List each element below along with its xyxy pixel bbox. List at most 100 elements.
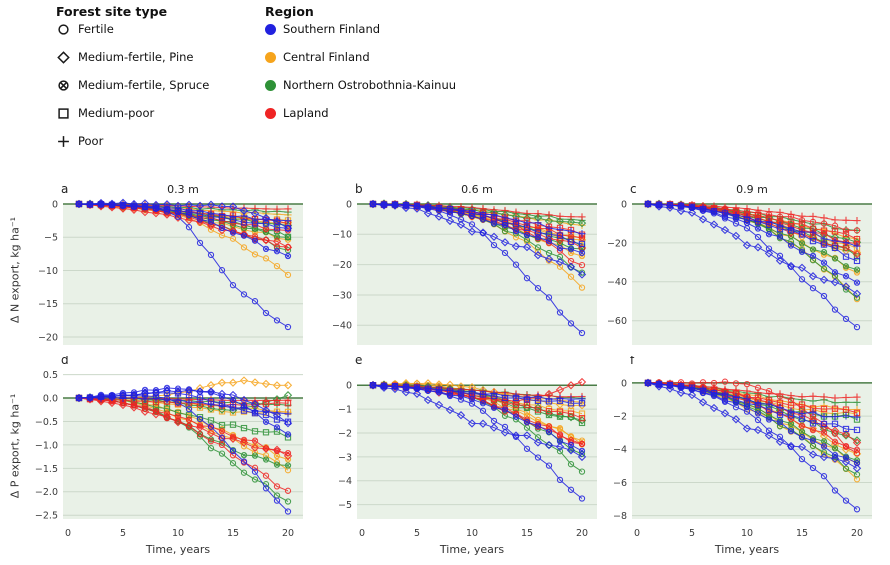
panel-a-ytick: −10 bbox=[38, 266, 58, 277]
panel-e-xtick: 5 bbox=[414, 528, 420, 539]
panel-d-ytick: −1.0 bbox=[35, 440, 58, 451]
legend-site-type-label: Medium-poor bbox=[78, 106, 155, 120]
panel-d-ytick: −1.5 bbox=[35, 464, 58, 475]
panel-c-ytick: −60 bbox=[607, 316, 627, 327]
panel-a-letter: a bbox=[61, 182, 68, 196]
panel-a-title: 0.3 m bbox=[167, 183, 199, 196]
panel-e-ytick: −3 bbox=[338, 452, 352, 463]
series-southern-fertile bbox=[75, 200, 292, 331]
legend-region-label: Northern Ostrobothnia-Kainuu bbox=[283, 78, 457, 92]
panel-e-xtick: 10 bbox=[466, 528, 478, 539]
legend-region-item-central: Central Finland bbox=[265, 49, 370, 65]
fertile-marker-icon bbox=[58, 23, 69, 35]
panel-f-ytick: −8 bbox=[613, 511, 627, 522]
panel-f-ytick: −4 bbox=[613, 445, 627, 456]
legend-site-type-item-m_poor: Medium-poor bbox=[56, 105, 154, 121]
panel-e-letter: e bbox=[355, 356, 362, 367]
panel-b-ytick: −10 bbox=[332, 230, 352, 241]
panel-d-xtick: 5 bbox=[120, 528, 126, 539]
legend-site-type-item-mf_pine: Medium-fertile, Pine bbox=[56, 49, 194, 65]
panel-a-chart: 0 −5 −10 −15 −20 a 0.3 m bbox=[38, 182, 303, 345]
panel-f-ytick: 0 bbox=[621, 378, 627, 389]
panel-d-ytick: −2.0 bbox=[35, 487, 58, 498]
panel-b-chart: 0 −10 −20 −30 −40 b 0.6 m bbox=[332, 182, 597, 345]
panel-d-xtick: 20 bbox=[282, 528, 294, 539]
site-type-legend-title: Forest site type bbox=[56, 4, 168, 19]
panel-e-chart: 0 −1 −2 −3 −4 −5 e 0 5 10 15 20 Time, years bbox=[338, 356, 597, 556]
panel-f-xtick: 5 bbox=[689, 528, 695, 539]
panel-a-ytick: −5 bbox=[44, 233, 58, 244]
panel-e-xtick: 20 bbox=[576, 528, 588, 539]
panel-d-ytick: 0.0 bbox=[43, 393, 58, 404]
panel-c-title: 0.9 m bbox=[736, 183, 768, 196]
legend-site-type-label: Medium-fertile, Pine bbox=[78, 50, 194, 64]
series-southern-mf_pine bbox=[74, 198, 293, 233]
panel-d-xlabel: Time, years bbox=[145, 543, 210, 556]
legend-region-label: Lapland bbox=[283, 106, 329, 120]
panel-f-xtick: 10 bbox=[741, 528, 753, 539]
panel-f-xtick: 0 bbox=[634, 528, 640, 539]
panel-c-ytick: −40 bbox=[607, 277, 627, 288]
southern-color-dot-icon bbox=[265, 23, 276, 35]
panel-e-ytick: −1 bbox=[338, 404, 352, 415]
mf_pine-marker-icon bbox=[57, 50, 70, 64]
region-legend-title: Region bbox=[265, 4, 314, 19]
panel-c-letter: c bbox=[630, 182, 637, 196]
legend-region-item-southern: Southern Finland bbox=[265, 21, 380, 37]
panel-d-letter: d bbox=[61, 356, 69, 367]
panel-e-ytick: −5 bbox=[338, 500, 352, 511]
northern-color-dot-icon bbox=[265, 79, 276, 91]
panel-b-ytick: 0 bbox=[346, 199, 352, 210]
legend-site-type-label: Poor bbox=[78, 134, 104, 148]
series-southern-fertile bbox=[644, 379, 861, 513]
legend-region-label: Central Finland bbox=[283, 50, 370, 64]
panel-b-ytick: −40 bbox=[332, 321, 352, 332]
panel-f-xtick: 15 bbox=[796, 528, 808, 539]
panel-e-ytick: −2 bbox=[338, 428, 352, 439]
series-southern-mf_pine bbox=[643, 378, 862, 473]
panel-f-ytick: −6 bbox=[613, 478, 627, 489]
panel-e-xlabel: Time, years bbox=[439, 543, 504, 556]
y-axis-label-n-export: Δ N export, kg ha⁻¹ bbox=[8, 216, 22, 324]
panel-d-xtick: 0 bbox=[65, 528, 71, 539]
legend-site-type-item-poor: Poor bbox=[56, 133, 103, 149]
panel-f-xtick: 20 bbox=[851, 528, 863, 539]
panel-f-xlabel: Time, years bbox=[714, 543, 779, 556]
panel-e-ytick: 0 bbox=[346, 381, 352, 392]
panel-b-letter: b bbox=[355, 182, 363, 196]
panel-a-ytick: −20 bbox=[38, 332, 58, 343]
poor-marker-icon bbox=[58, 135, 69, 147]
panel-d-xtick: 15 bbox=[227, 528, 239, 539]
series-southern-fertile bbox=[369, 200, 586, 337]
legend-region-label: Southern Finland bbox=[283, 22, 381, 36]
legend-site-type-item-mf_spruce: Medium-fertile, Spruce bbox=[56, 77, 209, 93]
panel-c-ytick: −20 bbox=[607, 238, 627, 249]
legend-region-item-northern: Northern Ostrobothnia-Kainuu bbox=[265, 77, 456, 93]
panel-d-ytick: 0.5 bbox=[43, 370, 58, 381]
legend-site-type-item-fertile: Fertile bbox=[56, 21, 114, 37]
panel-f-ytick: −2 bbox=[613, 412, 627, 423]
panel-d-ytick: −0.5 bbox=[35, 417, 58, 428]
series-lapland-fertile bbox=[75, 394, 292, 494]
panel-c-ytick: 0 bbox=[621, 199, 627, 210]
series-southern-mf_pine bbox=[368, 199, 587, 279]
central-color-dot-icon bbox=[265, 51, 276, 63]
legend-site-type-label: Fertile bbox=[78, 22, 114, 36]
panel-e-ytick: −4 bbox=[338, 476, 352, 487]
panel-d-xtick: 10 bbox=[172, 528, 184, 539]
mf_spruce-marker-icon bbox=[58, 79, 69, 91]
lapland-color-dot-icon bbox=[265, 107, 276, 119]
legend-region-item-lapland: Lapland bbox=[265, 105, 329, 121]
panel-a-ytick: 0 bbox=[52, 199, 58, 210]
m_poor-marker-icon bbox=[58, 107, 69, 119]
panel-c-chart: 0 −20 −40 −60 c 0.9 m bbox=[607, 182, 872, 345]
panel-b-ytick: −30 bbox=[332, 290, 352, 301]
panel-e-xtick: 15 bbox=[521, 528, 533, 539]
panel-a-ytick: −15 bbox=[38, 299, 58, 310]
series-southern-mf_pine bbox=[643, 199, 862, 298]
series-southern-fertile bbox=[75, 392, 292, 515]
panel-b-ytick: −20 bbox=[332, 260, 352, 271]
series-southern-fertile bbox=[369, 382, 586, 502]
